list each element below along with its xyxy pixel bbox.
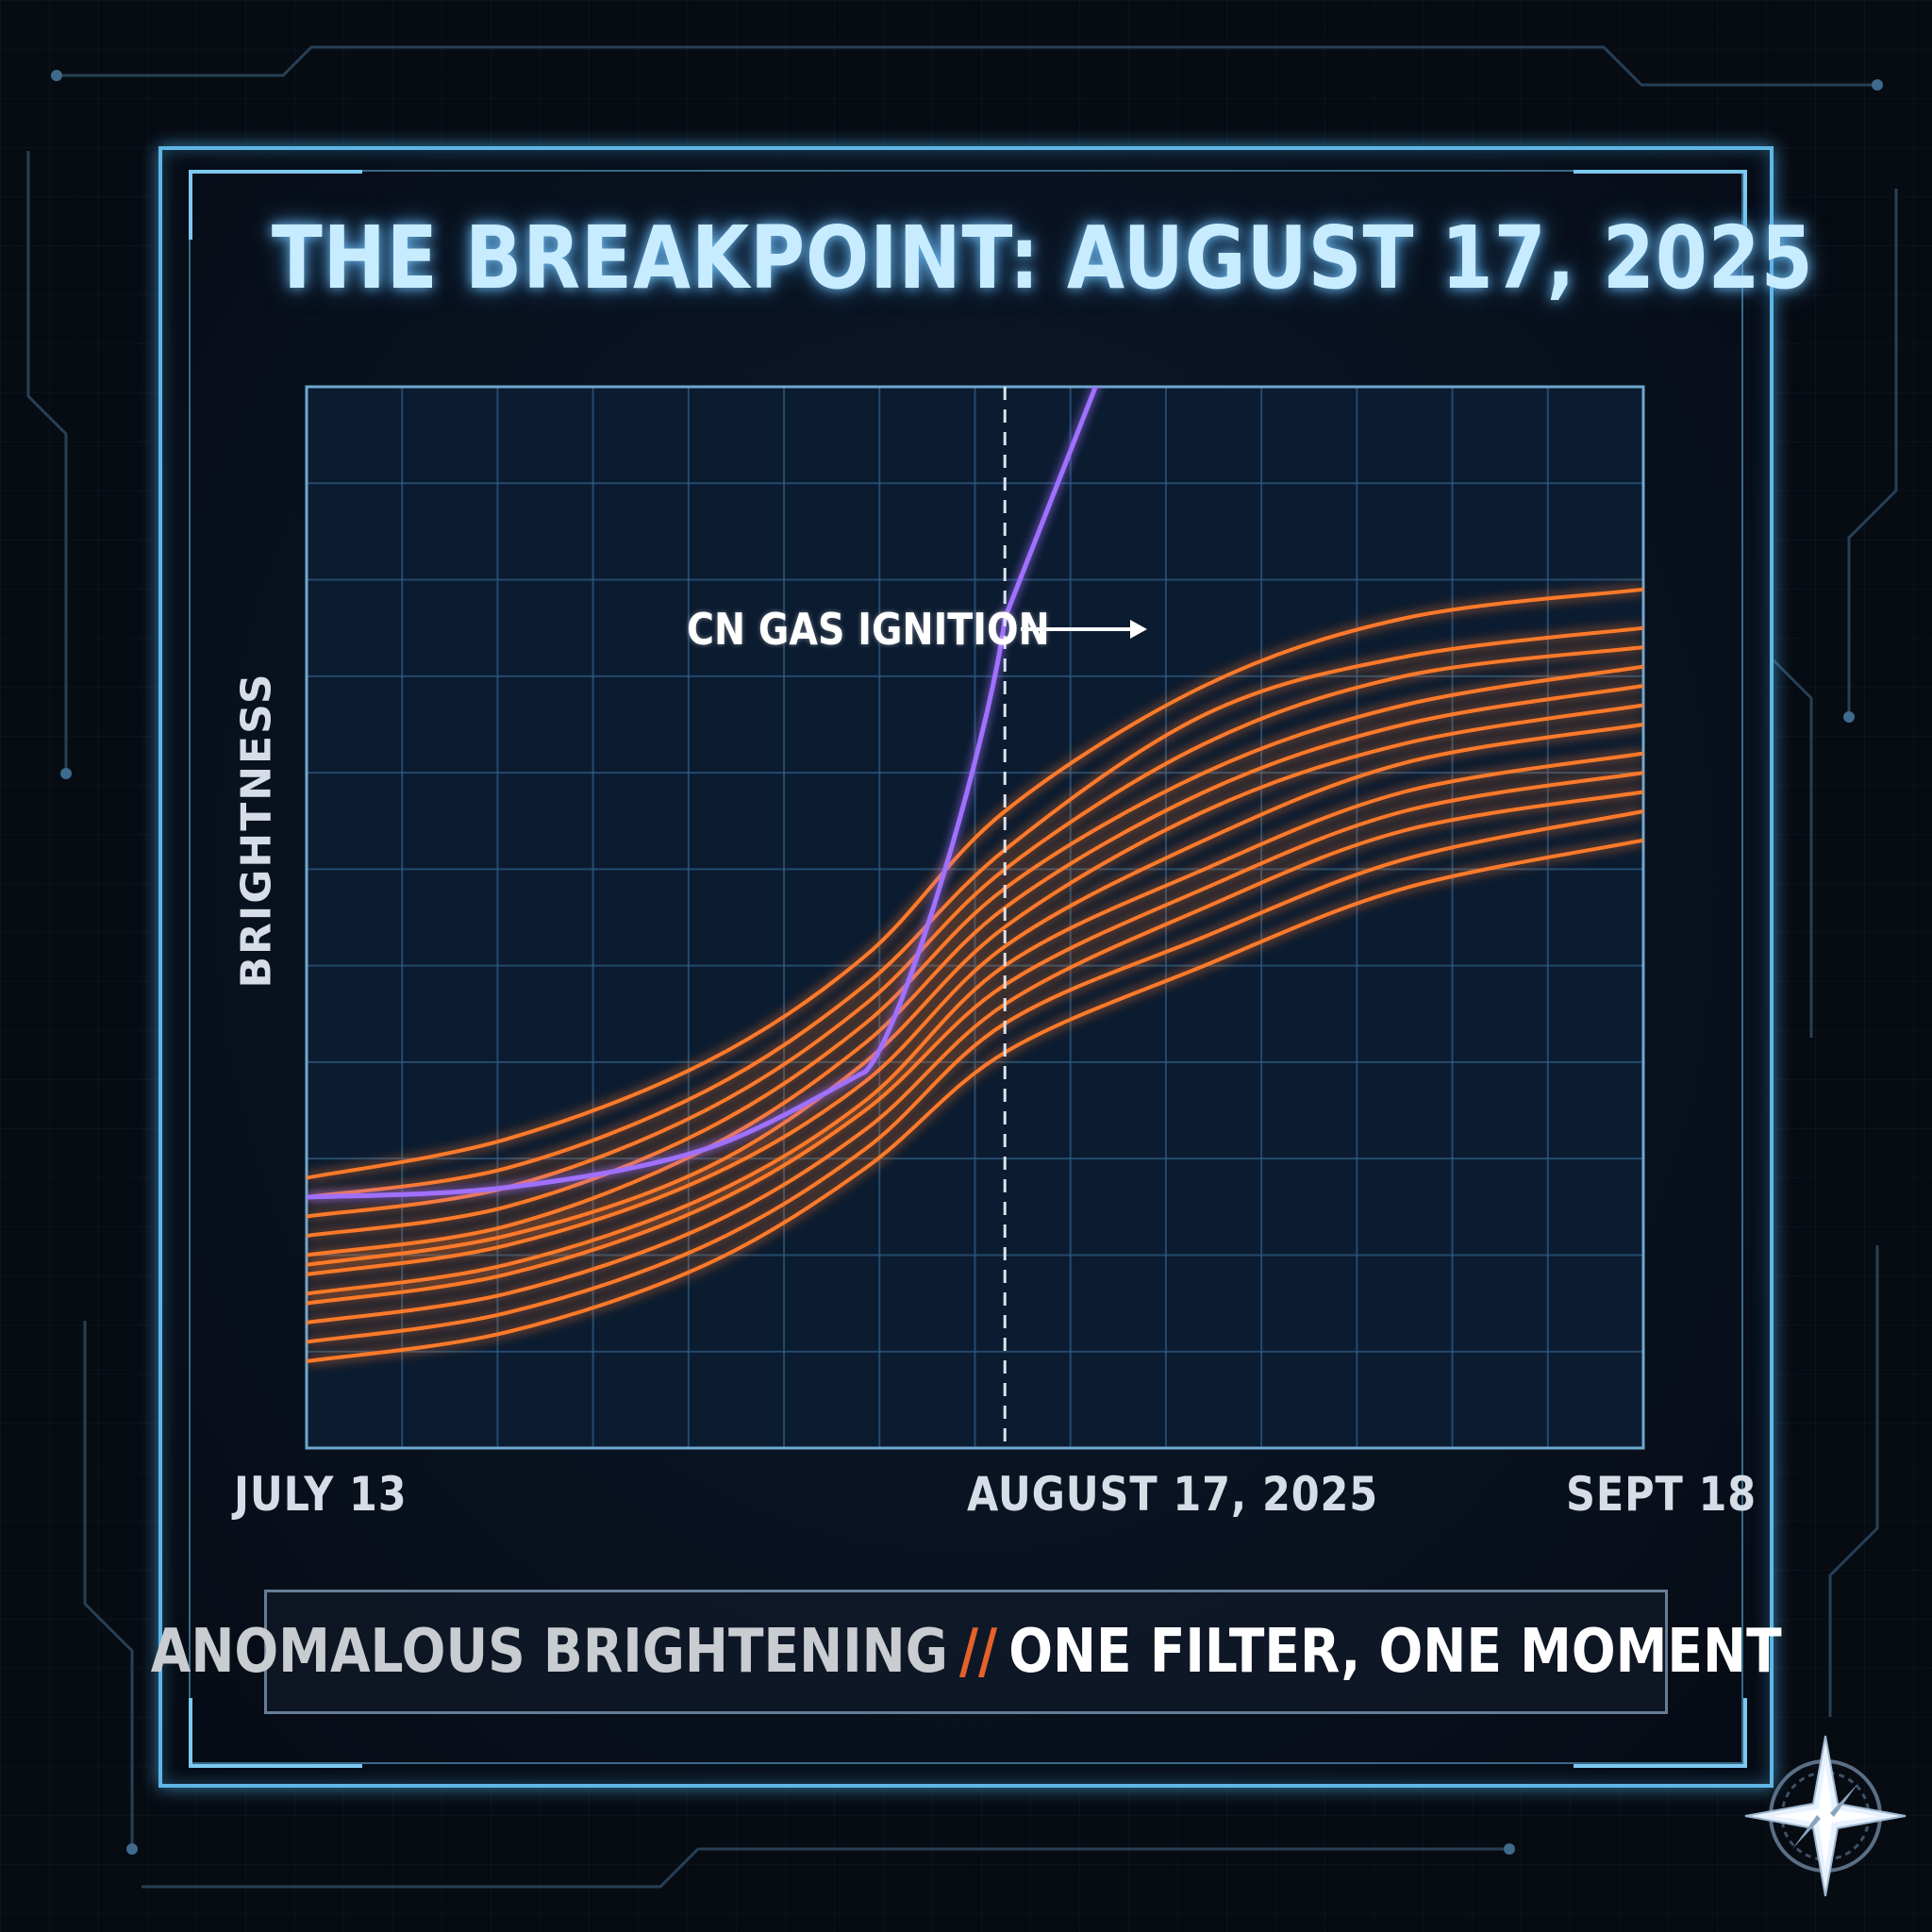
grid-lines: [307, 387, 1643, 1448]
inner-frame: [189, 170, 1743, 1764]
series-line-orange: [307, 723, 1643, 1276]
x-tick-label-breakpoint: AUGUST 17, 2025: [967, 1467, 1379, 1522]
series-line-orange: [307, 771, 1643, 1306]
series-line-orange: [307, 645, 1643, 1219]
series-line-orange: [307, 664, 1643, 1238]
series-line-orange: [307, 809, 1643, 1344]
series-line-orange: [307, 751, 1643, 1296]
series-line-orange: [307, 703, 1643, 1267]
corner-accent-top-right: [1574, 170, 1747, 240]
x-tick-label-end: SEPT 18: [1566, 1467, 1757, 1522]
annotation-arrow-icon: [1021, 620, 1147, 639]
plot-border: [305, 385, 1645, 1450]
x-tick-label-start: JULY 13: [234, 1467, 408, 1522]
footer-caption: ANOMALOUS BRIGHTENING//ONE FILTER, ONE M…: [151, 1617, 1782, 1687]
footer-separator: //: [958, 1617, 997, 1687]
chart-title: THE BREAKPOINT: AUGUST 17, 2025: [271, 208, 1814, 308]
corner-accent-top-left: [189, 170, 362, 240]
series-line-orange: [307, 790, 1643, 1324]
series-line-orange: [307, 838, 1643, 1363]
footer-caption-right: ONE FILTER, ONE MOMENT: [1008, 1617, 1782, 1687]
footer-caption-box: ANOMALOUS BRIGHTENING//ONE FILTER, ONE M…: [151, 1590, 1781, 1714]
series-line-orange: [307, 684, 1643, 1257]
annotation-label: CN GAS IGNITION: [687, 604, 1050, 655]
corner-accent-bottom-left: [189, 1698, 362, 1768]
footer-caption-left: ANOMALOUS BRIGHTENING: [150, 1617, 948, 1687]
y-axis-label: BRIGHTNESS: [232, 672, 281, 989]
series-line-orange: [307, 625, 1643, 1200]
series-line-purple: [307, 387, 1098, 1200]
compass-star-logo-icon: [1744, 1735, 1907, 1897]
corner-accent-bottom-right: [1574, 1698, 1747, 1768]
